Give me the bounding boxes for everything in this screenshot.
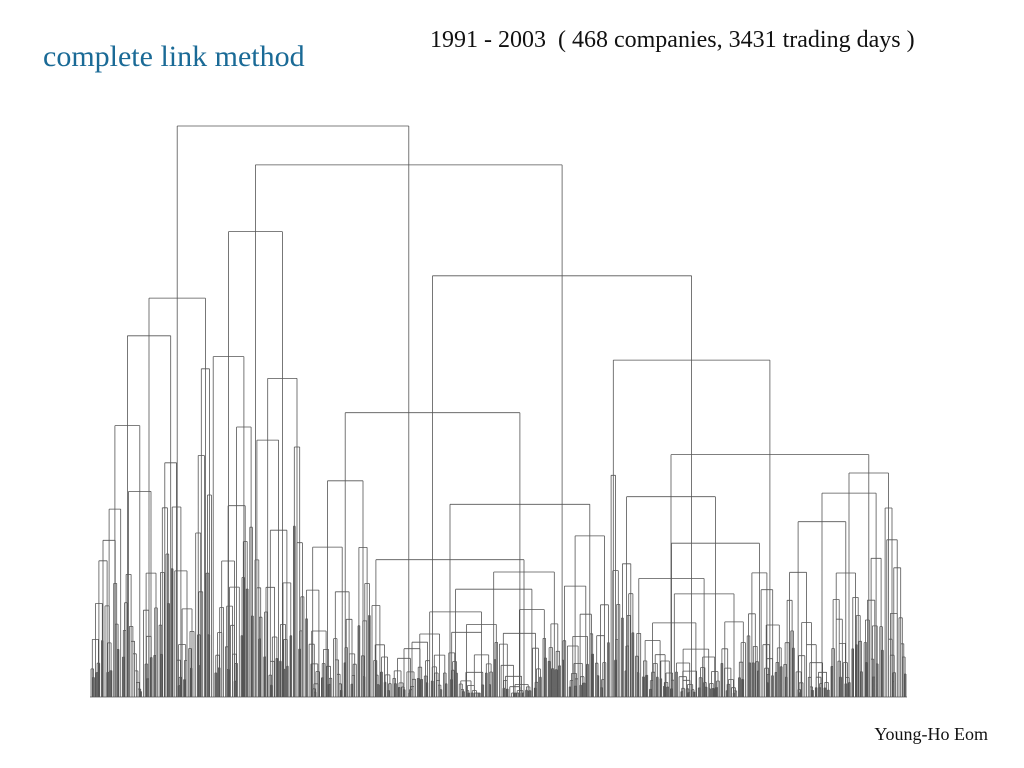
slide-title: complete link method <box>43 40 305 73</box>
slide-subtitle: 1991 - 2003 ( 468 companies, 3431 tradin… <box>430 27 915 53</box>
author: Young-Ho Eom <box>874 724 988 744</box>
dendrogram <box>90 125 907 697</box>
